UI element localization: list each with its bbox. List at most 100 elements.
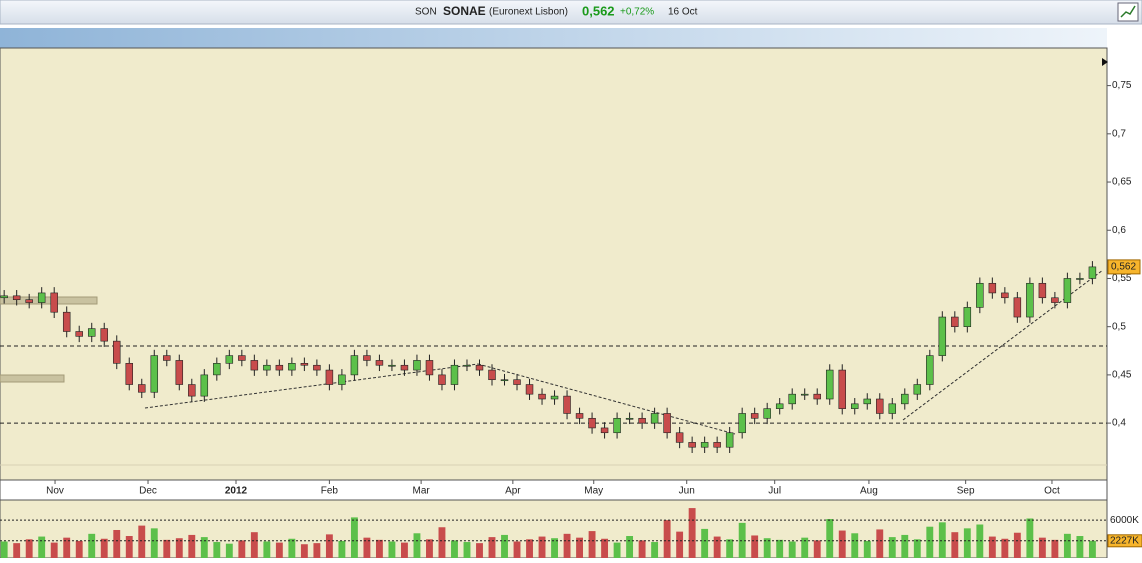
x-tick-label: Jun <box>679 486 695 497</box>
volume-plot <box>0 508 1096 558</box>
candle-body <box>1051 297 1059 303</box>
y-tick-label: 0,4 <box>1112 418 1126 429</box>
volume-bar <box>726 539 734 558</box>
volume-bar <box>188 534 196 558</box>
candle-body <box>275 364 284 371</box>
price: 0,562 <box>582 3 615 18</box>
volume-bar <box>613 542 621 558</box>
candle-body <box>800 393 809 396</box>
candle-body <box>963 307 972 327</box>
volume-bar <box>513 541 521 558</box>
volume-bar <box>363 537 371 558</box>
candle-body <box>313 364 321 371</box>
exchange: (Euronext Lisbon) <box>489 7 568 18</box>
y-tick-label: 0,65 <box>1112 177 1132 188</box>
volume-bar <box>863 540 871 558</box>
candle-body <box>788 393 796 405</box>
volume-bar <box>88 533 96 558</box>
candle-body <box>538 393 546 400</box>
volume-bar <box>300 544 308 558</box>
price-plot <box>0 261 1107 453</box>
volume-bar <box>676 531 684 558</box>
candle-body <box>600 427 609 434</box>
volume-bar <box>75 540 83 558</box>
volume-bar <box>150 528 158 558</box>
volume-bar <box>663 520 671 558</box>
volume-bar <box>951 532 959 558</box>
candle-body <box>125 363 133 385</box>
candle-body <box>1026 282 1034 318</box>
volume-bar <box>213 542 221 558</box>
candle-body <box>1038 282 1047 299</box>
volume-bar <box>1051 539 1059 558</box>
y-tick-label: 0,7 <box>1112 128 1126 139</box>
volume-bar <box>888 537 896 558</box>
volume-bar <box>338 540 346 558</box>
volume-bar <box>476 543 483 558</box>
candle-body <box>525 384 534 395</box>
candle-body <box>300 363 309 366</box>
candle-body <box>725 432 734 448</box>
candle-body <box>400 364 409 371</box>
candle-body <box>838 369 846 409</box>
y-tick-label: 0,55 <box>1112 273 1132 284</box>
candle-body <box>388 364 396 367</box>
x-tick-label: Mar <box>413 486 431 497</box>
candle-body <box>1001 292 1009 299</box>
candle-body <box>475 364 484 371</box>
y-tick-label: 0,6 <box>1112 225 1126 236</box>
candle-body <box>150 355 159 393</box>
volume-bar <box>938 522 946 558</box>
candle-body <box>225 355 234 364</box>
candle-body <box>613 417 621 434</box>
volume-bar <box>626 536 634 558</box>
candle-body <box>926 355 934 385</box>
volume-last-box <box>1107 534 1142 548</box>
candle-body <box>625 417 634 420</box>
candle-body <box>888 403 897 414</box>
candle-body <box>825 369 834 400</box>
volume-bar <box>551 538 558 558</box>
candle-body <box>1088 266 1097 279</box>
candle-body <box>563 395 571 414</box>
volume-bar <box>1063 533 1071 558</box>
volume-bar <box>113 529 121 558</box>
volume-bar <box>438 527 446 558</box>
volume-bar <box>388 541 396 558</box>
volume-bar <box>426 539 433 558</box>
volume-bar <box>576 537 583 558</box>
candle-body <box>938 316 947 356</box>
volume-bar <box>688 508 696 558</box>
candle-body <box>650 413 659 424</box>
volume-bar <box>651 542 659 558</box>
volume-bar <box>288 538 296 558</box>
candle-body <box>62 311 71 332</box>
volume-bar <box>901 534 909 558</box>
panel-header <box>0 28 1107 48</box>
volume-bar <box>13 543 21 558</box>
volume-bar <box>763 538 771 558</box>
candle-body <box>951 316 959 327</box>
candle-body <box>851 403 859 409</box>
volume-bar <box>801 537 809 558</box>
candle-body <box>550 395 559 400</box>
name: SONAE <box>443 4 486 18</box>
candle-body <box>750 413 759 419</box>
candle-body <box>913 384 922 395</box>
candle-body <box>901 393 909 405</box>
candle-body <box>163 355 171 361</box>
candle-body <box>50 292 58 313</box>
candle-body <box>763 408 771 419</box>
volume-bar <box>138 525 146 558</box>
volume-bar <box>125 536 133 558</box>
volume-bar <box>1038 537 1046 558</box>
candle-body <box>988 282 997 294</box>
candle-body <box>138 384 146 393</box>
y-tick-label: 0,45 <box>1112 370 1132 381</box>
volume-bar <box>250 532 258 558</box>
candle-body <box>663 413 671 434</box>
volume-bar <box>976 524 984 558</box>
chart-icon[interactable] <box>1117 2 1139 22</box>
candle-body <box>413 360 421 371</box>
